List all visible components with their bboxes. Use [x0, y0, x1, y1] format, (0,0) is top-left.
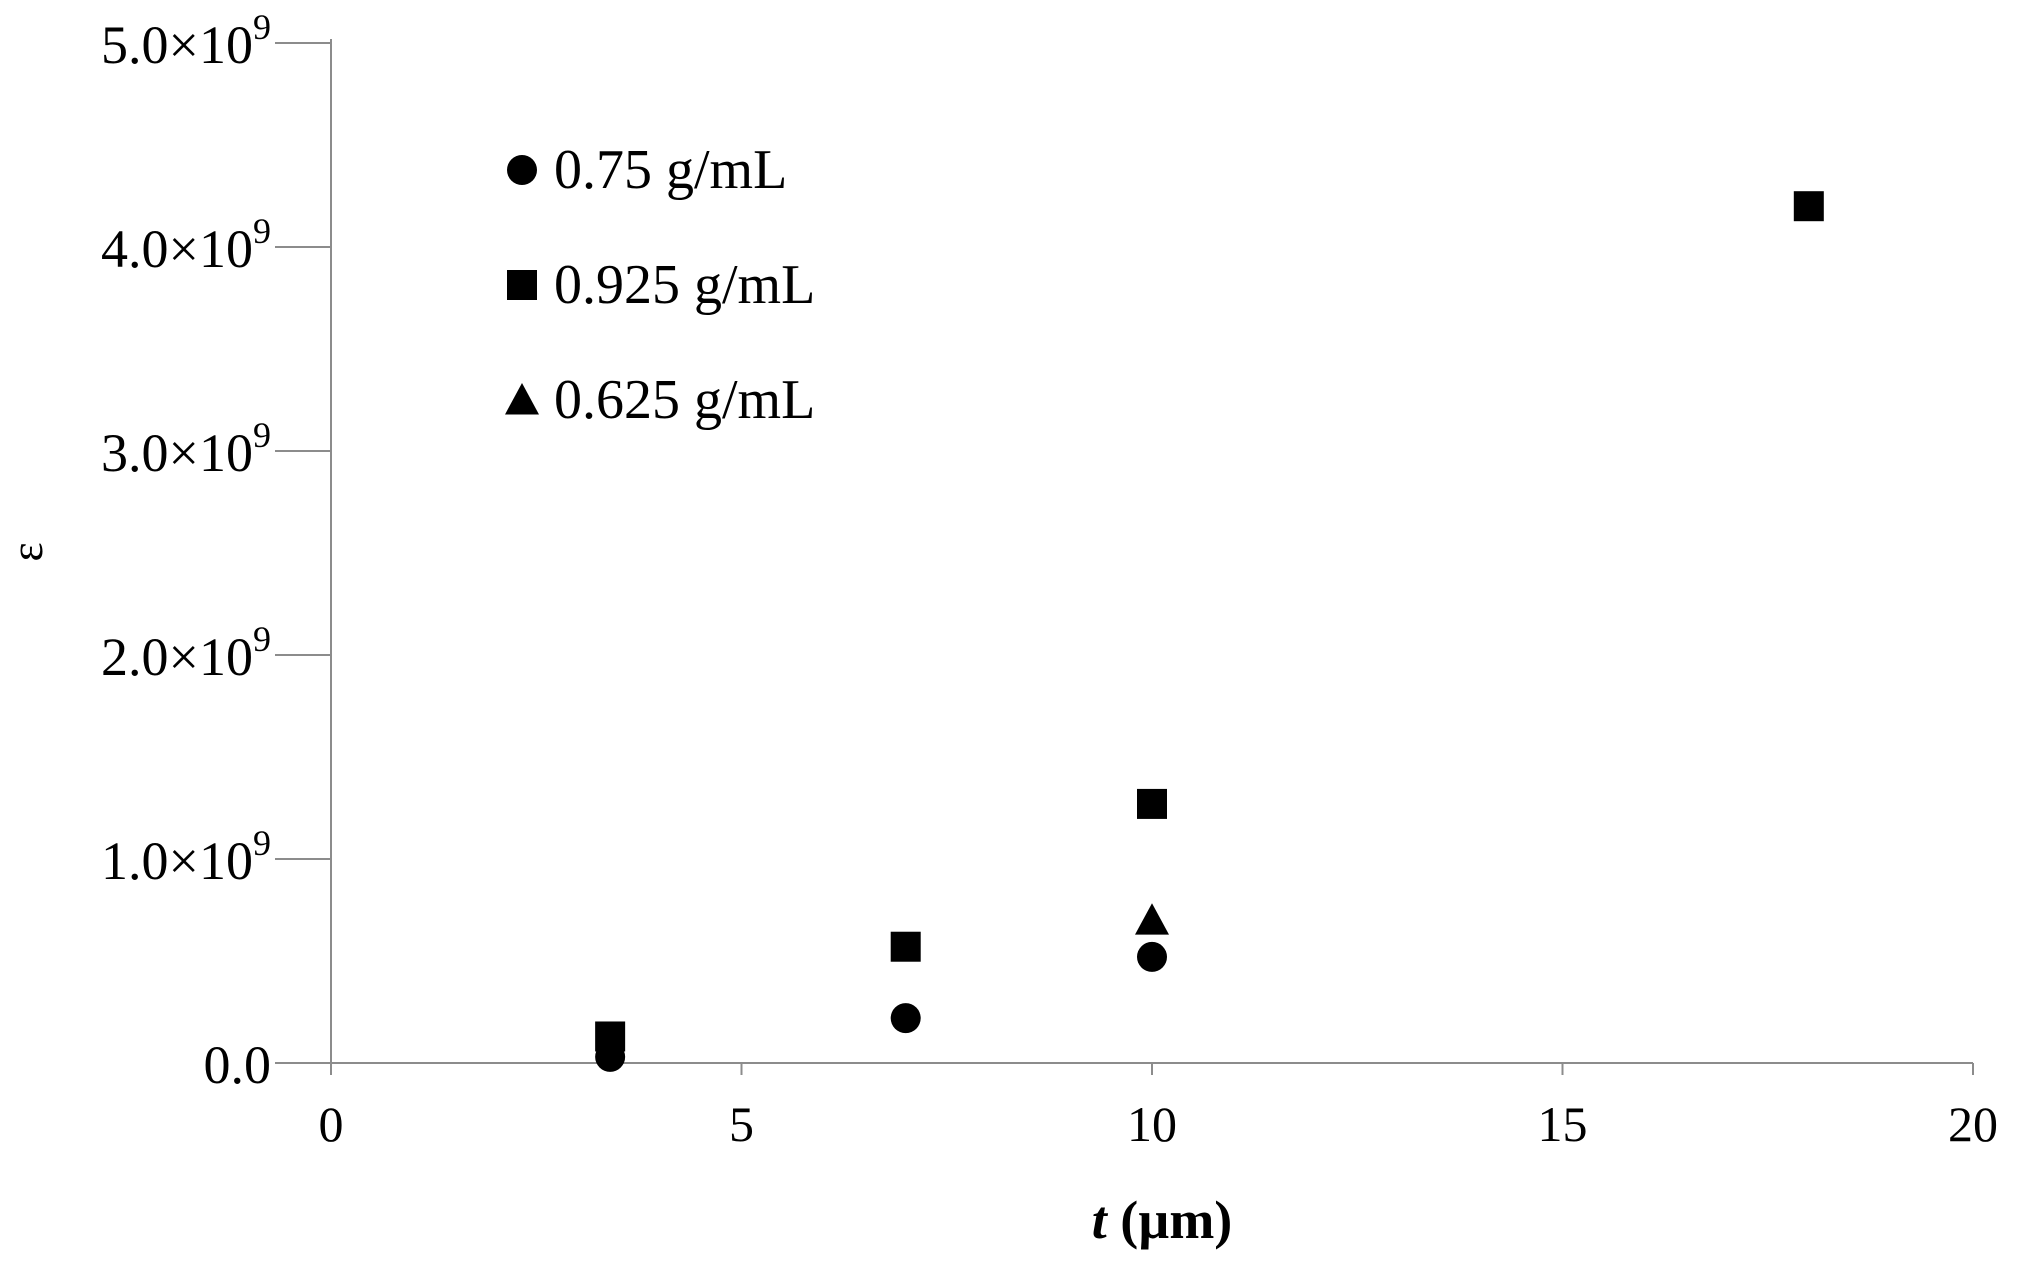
point-series-0-2-circle — [1137, 941, 1167, 972]
y-tick-label: 1.0×109 — [101, 823, 271, 891]
x-tick-label: 15 — [1538, 1096, 1588, 1152]
y-tick-label: 2.0×109 — [101, 619, 271, 687]
tick-labels: 0 5 10 15 20 0.0 1.0×109 2.0×109 3.0×109 4.0×109 5… — [101, 7, 1998, 1152]
legend-marker-square — [507, 270, 537, 300]
axis-titles: t (µm) ε — [1, 542, 1232, 1250]
point-series-1-2-square — [1137, 788, 1167, 819]
y-tick-label: 4.0×109 — [101, 211, 271, 279]
legend-label: 0.925 g/mL — [554, 254, 815, 316]
x-tick-label: 5 — [729, 1096, 754, 1152]
data-points — [595, 191, 1824, 1072]
y-tick-label: 3.0×109 — [101, 415, 271, 483]
point-series-2-0-triangle — [1135, 903, 1169, 935]
point-series-1-1-square — [890, 931, 921, 962]
x-tick-label: 0 — [319, 1096, 344, 1152]
y-tick-label: 0.0 — [204, 1035, 272, 1095]
y-tick-label: 5.0×109 — [101, 7, 271, 75]
legend: 0.75 g/mL 0.925 g/mL 0.625 g/mL — [505, 139, 815, 431]
x-tick-label: 20 — [1948, 1096, 1998, 1152]
y-axis-title: ε — [1, 542, 52, 561]
x-tick-label: 10 — [1127, 1096, 1177, 1152]
legend-marker-triangle — [505, 383, 539, 415]
point-series-0-1-circle — [890, 1003, 921, 1034]
axes — [275, 39, 1974, 1075]
point-series-1-3-square — [1793, 191, 1824, 222]
legend-label: 0.75 g/mL — [554, 139, 787, 201]
x-axis-title: t (µm) — [1092, 1190, 1233, 1250]
point-series-1-0-square — [595, 1021, 626, 1052]
legend-label: 0.625 g/mL — [554, 369, 815, 431]
legend-marker-circle — [507, 155, 537, 185]
